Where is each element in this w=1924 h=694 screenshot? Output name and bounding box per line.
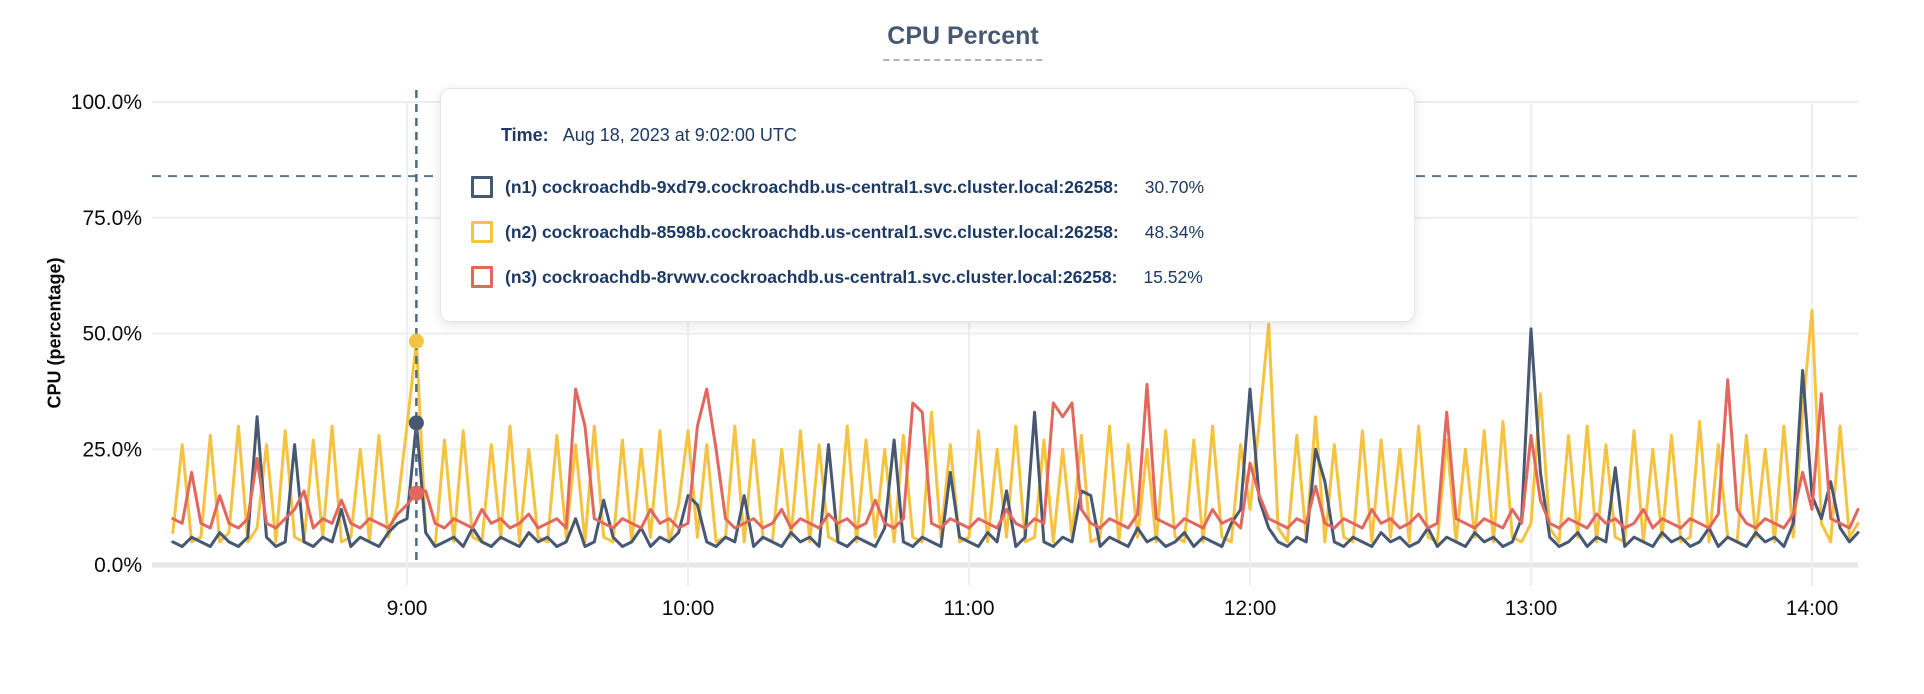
x-tick-label-12:00: 12:00 — [1224, 597, 1277, 620]
y-tick-label-50: 50.0% — [82, 323, 142, 346]
tooltip-series-value: 30.70% — [1144, 176, 1205, 197]
x-tick-label-10:00: 10:00 — [662, 597, 715, 620]
legend-color-swatch-n3 — [471, 266, 493, 288]
tooltip-series-value: 15.52% — [1143, 266, 1203, 287]
hover-dot-n3 — [408, 485, 424, 501]
y-tick-label-25: 25.0% — [82, 438, 142, 461]
chart-title[interactable]: CPU Percent — [883, 22, 1043, 61]
y-tick-label-100: 100.0% — [71, 91, 142, 114]
tooltip-series-row-n2: (n2) cockroachdb-8598b.cockroachdb.us-ce… — [471, 220, 1394, 244]
tooltip-time-row: Time: Aug 18, 2023 at 9:02:00 UTC — [501, 123, 1394, 147]
tooltip-series-name: (n3) cockroachdb-8rvwv.cockroachdb.us-ce… — [505, 266, 1118, 287]
x-tick-label-14:00: 14:00 — [1786, 597, 1839, 620]
tooltip-series-row-n1: (n1) cockroachdb-9xd79.cockroachdb.us-ce… — [471, 175, 1394, 199]
tooltip-time-label: Time: — [501, 124, 549, 145]
series-line-n2 — [171, 308, 1860, 548]
series-line-n1 — [171, 327, 1860, 548]
tooltip-series-row-n3: (n3) cockroachdb-8rvwv.cockroachdb.us-ce… — [471, 265, 1394, 289]
x-tick-label-13:00: 13:00 — [1505, 597, 1558, 620]
x-tick-label-11:00: 11:00 — [944, 597, 995, 620]
series-line-n3 — [171, 378, 1860, 530]
legend-color-swatch-n2 — [471, 221, 493, 243]
hover-dot-n2 — [408, 333, 424, 349]
hover-tooltip: Time: Aug 18, 2023 at 9:02:00 UTC (n1) c… — [440, 88, 1415, 322]
tooltip-series-name: (n2) cockroachdb-8598b.cockroachdb.us-ce… — [505, 221, 1119, 242]
tooltip-time-value: Aug 18, 2023 at 9:02:00 UTC — [562, 124, 797, 145]
y-tick-label-0: 0.0% — [94, 554, 142, 577]
y-tick-label-75: 75.0% — [82, 207, 142, 230]
x-tick-label-9:00: 9:00 — [387, 597, 428, 620]
hover-dot-n1 — [408, 415, 424, 431]
tooltip-series-name: (n1) cockroachdb-9xd79.cockroachdb.us-ce… — [505, 176, 1119, 197]
tooltip-series-value: 48.34% — [1144, 221, 1205, 242]
legend-color-swatch-n1 — [471, 176, 493, 198]
